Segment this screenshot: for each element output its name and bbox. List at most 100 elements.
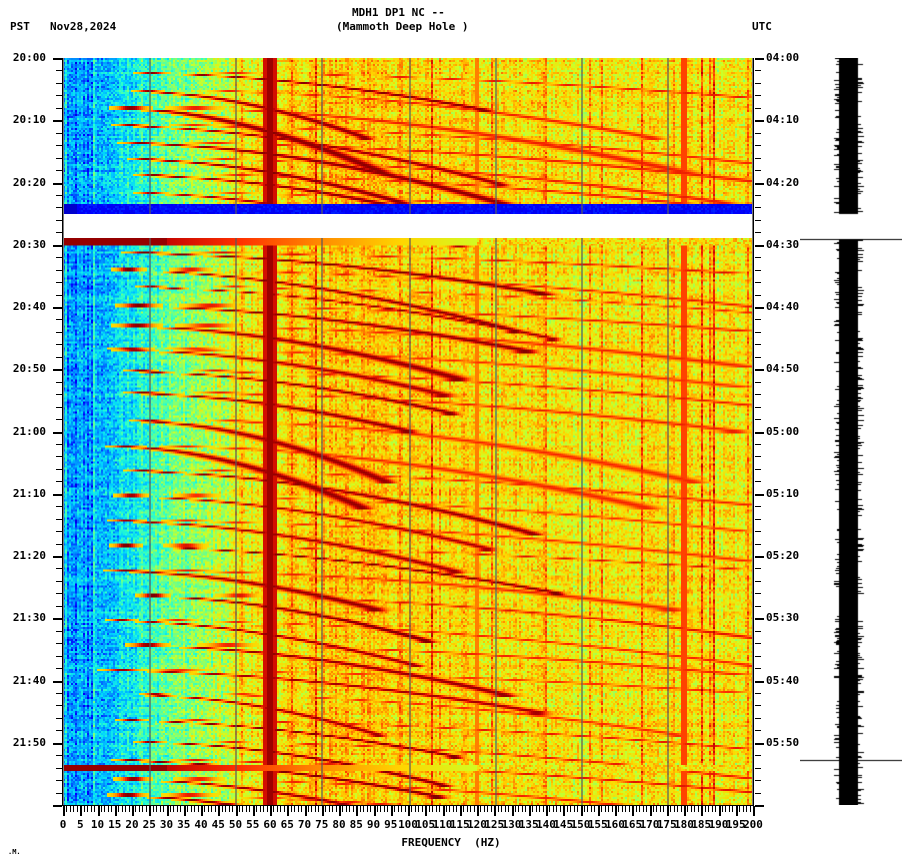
x-axis-label: 110	[432, 818, 453, 831]
x-tick-minor	[342, 806, 343, 812]
x-tick-major	[546, 806, 548, 816]
y-tick-minor	[56, 656, 62, 657]
x-tick-minor	[291, 806, 292, 812]
y-tick-minor	[56, 793, 62, 794]
y-tick-major	[755, 556, 764, 558]
x-axis-label: 70	[297, 818, 312, 831]
x-tick-minor	[636, 806, 637, 812]
y-tick-minor	[755, 581, 761, 582]
y-tick-minor	[755, 444, 761, 445]
y-tick-minor	[755, 768, 761, 769]
y-tick-minor	[755, 456, 761, 457]
y-tick-minor	[56, 232, 62, 233]
y-tick-major	[755, 58, 764, 60]
y-tick-minor	[755, 544, 761, 545]
x-tick-major	[339, 806, 341, 816]
x-axis-label: 15	[108, 818, 122, 831]
x-tick-minor	[429, 806, 430, 812]
y-tick-minor	[56, 531, 62, 532]
x-tick-minor	[325, 806, 326, 812]
x-tick-minor	[411, 806, 412, 812]
x-tick-minor	[177, 806, 178, 812]
spectrogram-plot[interactable]	[63, 58, 753, 805]
x-tick-major	[494, 806, 496, 816]
x-tick-minor	[574, 806, 575, 812]
x-tick-minor	[377, 806, 378, 812]
y-tick-minor	[56, 407, 62, 408]
x-tick-minor	[208, 806, 209, 812]
y-axis-label-pst: 20:50	[12, 362, 46, 375]
x-tick-minor	[401, 806, 402, 812]
x-tick-major	[512, 806, 514, 816]
x-tick-minor	[567, 806, 568, 812]
x-tick-minor	[146, 806, 147, 812]
x-tick-major	[236, 806, 238, 816]
y-axis-label-utc: 05:10	[766, 487, 800, 500]
x-tick-major	[115, 806, 117, 816]
x-tick-minor	[370, 806, 371, 812]
y-tick-minor	[755, 108, 761, 109]
x-tick-major	[98, 806, 100, 816]
spectrogram-canvas	[63, 58, 753, 805]
x-tick-minor	[215, 806, 216, 812]
x-tick-minor	[294, 806, 295, 812]
x-axis-label: 50	[228, 818, 243, 831]
waveform-panel	[800, 58, 902, 805]
x-tick-minor	[677, 806, 678, 812]
x-tick-major	[201, 806, 203, 816]
x-tick-minor	[663, 806, 664, 812]
x-tick-minor	[118, 806, 119, 812]
x-tick-minor	[163, 806, 164, 812]
x-tick-minor	[674, 806, 675, 812]
x-tick-minor	[453, 806, 454, 812]
x-tick-minor	[653, 806, 654, 812]
x-tick-minor	[625, 806, 626, 812]
x-axis-label: 90	[366, 818, 381, 831]
y-tick-minor	[755, 295, 761, 296]
y-tick-major	[755, 618, 764, 620]
x-tick-minor	[125, 806, 126, 812]
y-tick-major	[53, 432, 62, 434]
x-axis-label: 200	[743, 818, 763, 831]
x-tick-minor	[487, 806, 488, 812]
x-tick-major	[477, 806, 479, 816]
x-tick-minor	[198, 806, 199, 812]
x-tick-minor	[605, 806, 606, 812]
x-tick-minor	[522, 806, 523, 812]
x-tick-minor	[449, 806, 450, 812]
y-tick-minor	[755, 705, 761, 706]
y-tick-minor	[755, 382, 761, 383]
y-tick-minor	[755, 631, 761, 632]
y-tick-major	[53, 120, 62, 122]
x-tick-minor	[743, 806, 744, 812]
x-axis-label: 100	[398, 818, 418, 831]
x-tick-minor	[594, 806, 595, 812]
y-tick-minor	[56, 145, 62, 146]
y-tick-minor	[755, 170, 761, 171]
y-tick-major	[53, 681, 62, 683]
x-tick-minor	[622, 806, 623, 812]
y-axis-label-pst: 21:50	[12, 736, 46, 749]
y-tick-minor	[755, 506, 761, 507]
x-tick-minor	[111, 806, 112, 812]
x-tick-major	[374, 806, 376, 816]
y-tick-minor	[56, 394, 62, 395]
y-tick-major	[53, 618, 62, 620]
y-tick-minor	[755, 257, 761, 258]
y-tick-minor	[56, 693, 62, 694]
y-tick-major	[53, 245, 62, 247]
x-tick-major	[701, 806, 703, 816]
x-tick-minor	[729, 806, 730, 812]
x-tick-major	[270, 806, 272, 816]
x-tick-minor	[691, 806, 692, 812]
x-tick-major	[684, 806, 686, 816]
x-tick-minor	[532, 806, 533, 812]
y-tick-major	[53, 58, 62, 60]
x-tick-minor	[329, 806, 330, 812]
x-tick-minor	[739, 806, 740, 812]
timezone-label-left: PST	[10, 20, 30, 33]
y-axis-label-pst: 21:00	[12, 425, 46, 438]
x-axis-label: 20	[125, 818, 139, 831]
y-tick-minor	[56, 158, 62, 159]
x-tick-major	[356, 806, 358, 816]
